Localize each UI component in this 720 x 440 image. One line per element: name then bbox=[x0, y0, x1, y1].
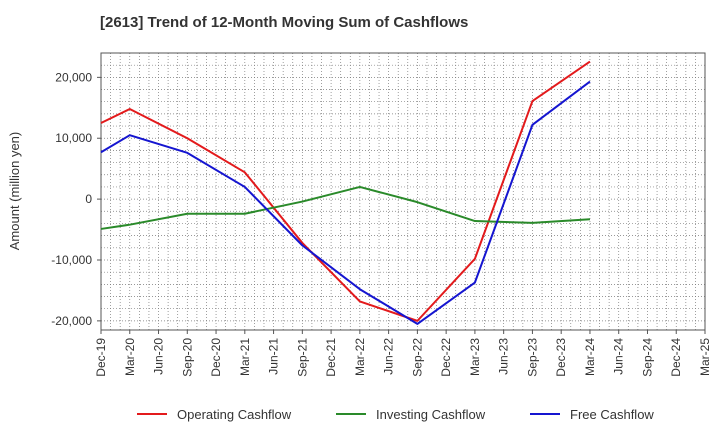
x-tick-label: Dec-21 bbox=[324, 338, 338, 377]
legend-label-1: Operating Cashflow bbox=[177, 407, 292, 422]
x-tick-label: Sep-21 bbox=[295, 338, 309, 377]
x-tick-label: Mar-24 bbox=[583, 338, 597, 376]
legend-label-3: Free Cashflow bbox=[570, 407, 654, 422]
x-tick-label: Dec-24 bbox=[669, 338, 683, 377]
chart-title: [2613] Trend of 12-Month Moving Sum of C… bbox=[100, 14, 469, 31]
y-axis-title: Amount (million yen) bbox=[7, 132, 22, 251]
plot-border bbox=[100, 52, 706, 331]
x-tick-label: Dec-19 bbox=[94, 338, 108, 377]
x-tick-label: Sep-23 bbox=[525, 338, 539, 377]
x-tick-label: Sep-24 bbox=[640, 338, 654, 377]
legend: Operating Cashflow Investing Cashflow Free… bbox=[137, 407, 654, 422]
x-tick-labels: Dec-19 Mar-20 Jun-20 Sep-20 Dec-20 Mar-21 Jun-… bbox=[94, 330, 712, 377]
x-tick-label: Mar-22 bbox=[353, 338, 367, 376]
y-tick-label: -10,000 bbox=[51, 253, 92, 267]
x-tick-label: Mar-25 bbox=[698, 338, 712, 376]
x-tick-label: Jun-22 bbox=[382, 338, 396, 375]
series-lines bbox=[100, 60, 591, 325]
x-tick-label: Dec-22 bbox=[439, 338, 453, 377]
x-tick-label: Dec-23 bbox=[554, 338, 568, 377]
x-tick-label: Jun-21 bbox=[267, 338, 281, 375]
y-tick-label: -20,000 bbox=[51, 314, 92, 328]
y-tick-label: 0 bbox=[85, 192, 92, 206]
y-tick-label: 10,000 bbox=[55, 131, 92, 145]
x-tick-label: Jun-20 bbox=[152, 338, 166, 375]
series-line-1 bbox=[100, 60, 591, 322]
x-tick-label: Mar-23 bbox=[468, 338, 482, 376]
x-tick-label: Mar-21 bbox=[238, 338, 252, 376]
x-tick-label: Sep-22 bbox=[410, 338, 424, 377]
y-tick-label: 20,000 bbox=[55, 70, 92, 84]
legend-label-2: Investing Cashflow bbox=[376, 407, 486, 422]
x-tick-label: Sep-20 bbox=[180, 338, 194, 377]
x-tick-label: Mar-20 bbox=[123, 338, 137, 376]
x-tick-label: Dec-20 bbox=[209, 338, 223, 377]
series-line-2 bbox=[100, 185, 591, 230]
y-tick-labels: -20,000 -10,000 0 10,000 20,000 bbox=[51, 70, 101, 328]
plot-area bbox=[101, 53, 705, 330]
x-tick-label: Jun-23 bbox=[497, 338, 511, 375]
series-line-3 bbox=[100, 80, 591, 325]
x-tick-label: Jun-24 bbox=[612, 338, 626, 375]
